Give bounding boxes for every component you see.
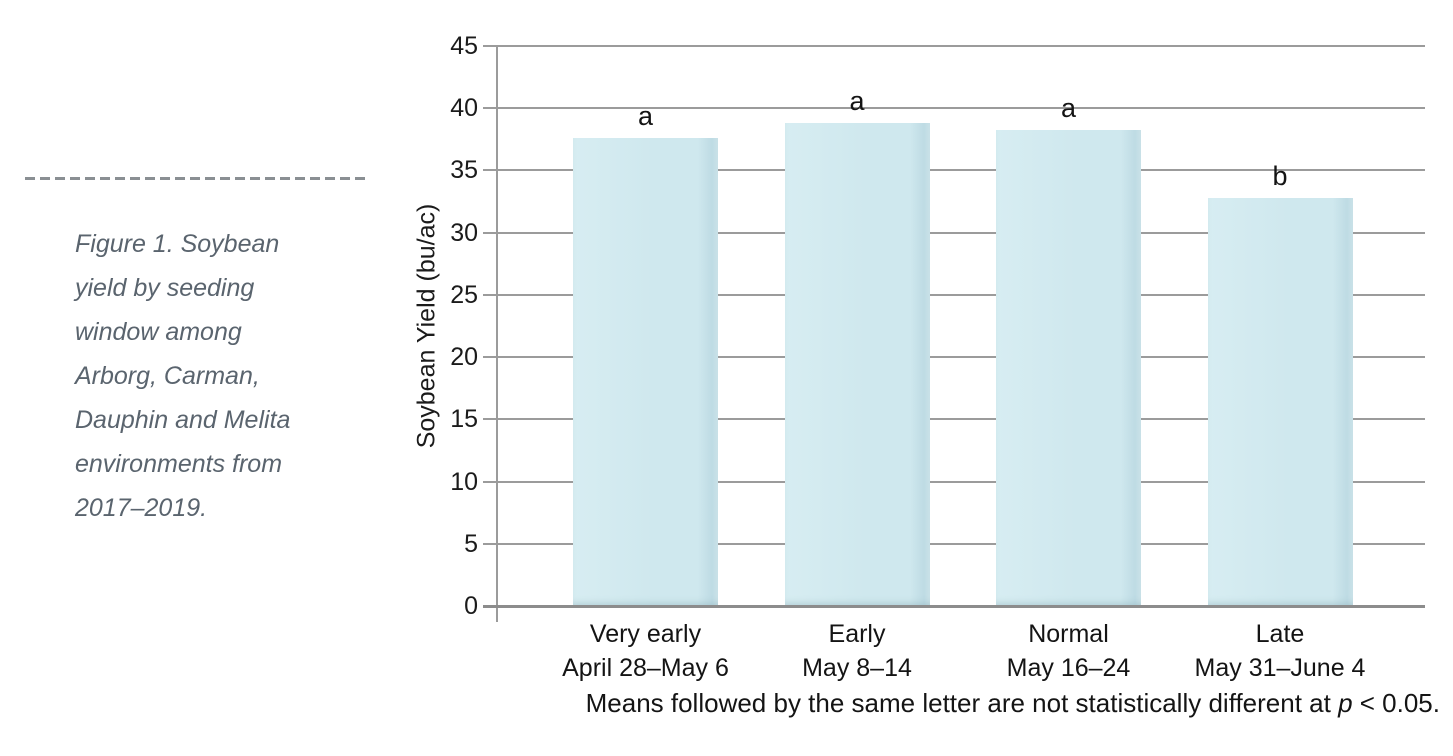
- significance-letter: a: [637, 101, 654, 132]
- gridline: [483, 480, 1425, 483]
- footnote-threshold: < 0.05.: [1352, 688, 1440, 718]
- gridline: [483, 107, 1425, 110]
- gridline: [483, 542, 1425, 545]
- y-tick-label: 20: [450, 343, 478, 372]
- significance-letter: a: [1060, 92, 1077, 123]
- footnote: Means followed by the same letter are no…: [586, 688, 1440, 719]
- x-axis-baseline: [483, 605, 1425, 608]
- x-axis-category-label: Normal May 16–24: [1006, 620, 1131, 682]
- y-tick-label: 15: [450, 405, 478, 434]
- bar-early: [784, 123, 930, 605]
- x-axis-category-label: Late May 31–June 4: [1194, 620, 1366, 682]
- x-axis-category-label: Early May 8–14: [802, 620, 912, 682]
- x-axis-category-label: Very early April 28–May 6: [562, 620, 729, 682]
- gridline: [483, 418, 1425, 421]
- y-tick-label: 5: [464, 529, 478, 558]
- plot-area: [483, 45, 1425, 608]
- y-tick-label: 25: [450, 280, 478, 309]
- gridline: [483, 45, 1425, 47]
- dashed-divider: [25, 177, 369, 180]
- bar-very-early: [573, 138, 718, 605]
- figure-caption: Figure 1. Soybean yield by seeding windo…: [75, 230, 291, 522]
- bar-late: [1207, 198, 1353, 605]
- significance-letter: b: [1272, 161, 1288, 192]
- footnote-text: Means followed by the same letter are no…: [585, 688, 1339, 718]
- y-tick-label: 35: [450, 156, 478, 185]
- y-tick-label: 0: [464, 592, 478, 620]
- y-tick-label: 45: [450, 32, 478, 60]
- gridline: [483, 169, 1425, 172]
- gridline: [483, 231, 1425, 234]
- gridline: [483, 293, 1425, 296]
- gridline: [483, 356, 1425, 359]
- bar-normal: [996, 129, 1141, 605]
- footnote-p-variable: p: [1338, 688, 1353, 718]
- y-axis-line: [496, 46, 498, 622]
- y-tick-label: 10: [450, 467, 478, 496]
- significance-letter: a: [849, 86, 865, 117]
- y-tick-label: 30: [450, 218, 478, 247]
- y-tick-label: 40: [450, 94, 478, 123]
